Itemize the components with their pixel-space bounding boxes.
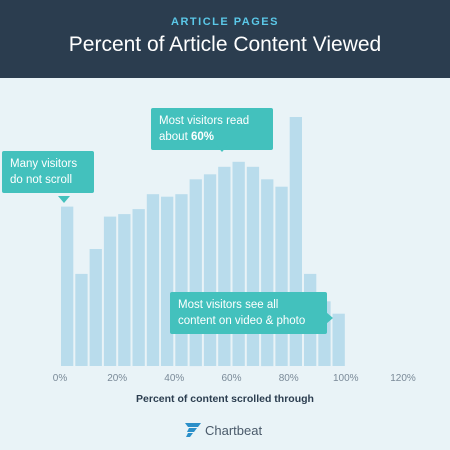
bar bbox=[61, 206, 74, 366]
callout-video-photo-pointer bbox=[326, 312, 333, 324]
bar bbox=[203, 174, 217, 366]
callout-video-photo-line1: Most visitors see all bbox=[178, 299, 279, 311]
bar bbox=[218, 166, 231, 366]
x-axis-label: Percent of content scrolled through bbox=[136, 393, 314, 405]
callout-read-60: Most visitors read about 60% bbox=[151, 108, 273, 150]
header-banner: ARTICLE PAGES Percent of Article Content… bbox=[0, 0, 450, 78]
callout-no-scroll-line2: do not scroll bbox=[10, 174, 73, 186]
bar bbox=[75, 273, 88, 366]
bar bbox=[175, 194, 188, 366]
callout-read-60-pointer bbox=[216, 145, 228, 152]
x-tick-label: 80% bbox=[279, 373, 299, 384]
bar bbox=[118, 214, 131, 366]
bar bbox=[232, 161, 245, 366]
bar bbox=[161, 196, 174, 366]
bar bbox=[275, 186, 288, 366]
bar bbox=[89, 249, 102, 366]
bar bbox=[103, 216, 117, 366]
callout-no-scroll-pointer bbox=[58, 196, 70, 203]
x-axis-ticks: 0% 20% 40% 60% 80% 100% 120% bbox=[53, 373, 416, 384]
bar bbox=[189, 179, 202, 367]
callout-read-60-bold: 60% bbox=[190, 131, 215, 143]
chart-kicker: ARTICLE PAGES bbox=[171, 16, 279, 28]
x-tick-label: 0% bbox=[53, 373, 68, 384]
x-tick-label: 60% bbox=[221, 373, 241, 384]
callout-video-photo-line2: content on video & photo bbox=[178, 315, 306, 327]
bar bbox=[146, 194, 160, 366]
x-tick-label: 20% bbox=[107, 373, 127, 384]
bar bbox=[261, 179, 274, 367]
brand-logo: Chartbeat bbox=[185, 420, 262, 440]
x-tick-label: 120% bbox=[390, 373, 416, 384]
x-tick-label: 40% bbox=[164, 373, 184, 384]
callout-no-scroll: Many visitors do not scroll bbox=[2, 151, 94, 193]
callout-read-60-line2: about 60% bbox=[159, 129, 265, 145]
callout-read-60-prefix: about bbox=[159, 131, 191, 143]
callout-video-photo: Most visitors see all content on video &… bbox=[170, 292, 327, 334]
bar bbox=[246, 166, 260, 366]
bar bbox=[332, 313, 345, 366]
brand-name: Chartbeat bbox=[205, 422, 263, 438]
callout-no-scroll-line1: Many visitors bbox=[10, 158, 78, 170]
x-tick-label: 100% bbox=[333, 373, 359, 384]
callout-read-60-line1: Most visitors read bbox=[159, 115, 250, 127]
chart-title: Percent of Article Content Viewed bbox=[68, 33, 382, 56]
chartbeat-logo-icon bbox=[185, 423, 201, 437]
bar bbox=[132, 209, 145, 366]
